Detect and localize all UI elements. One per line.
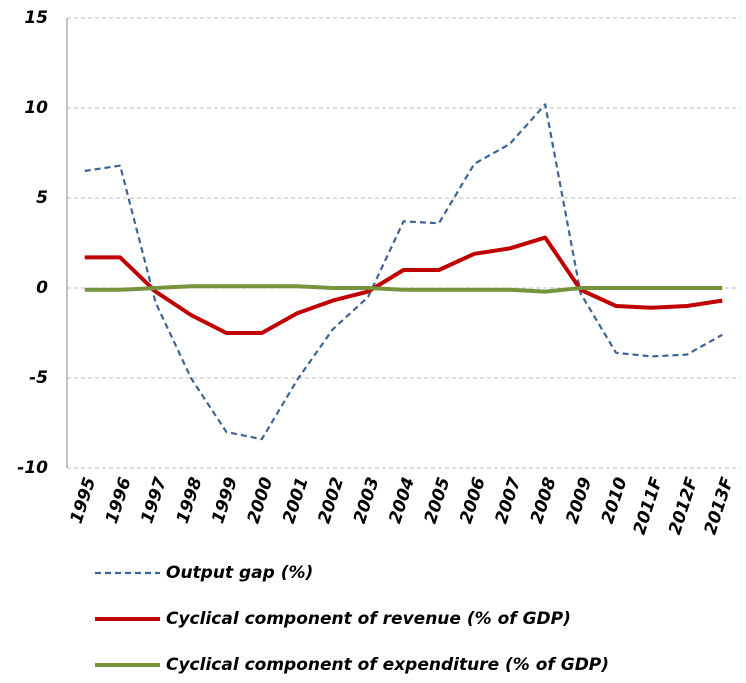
y-tick-label: 10 — [24, 98, 48, 118]
x-tick-label: 1996 — [102, 475, 136, 526]
x-tick-label: 2007 — [492, 475, 526, 526]
x-tick-label: 2009 — [562, 475, 596, 526]
series-line — [84, 103, 723, 441]
x-tick-label: 2012F — [665, 475, 702, 538]
series-line — [84, 235, 723, 335]
x-tick-label: 2006 — [456, 475, 490, 526]
x-tick-label: 2011F — [630, 475, 667, 538]
legend-label: Output gap (%) — [166, 563, 313, 583]
x-tick-label: 1999 — [208, 475, 242, 526]
y-tick-label: 0 — [36, 278, 48, 298]
x-tick-label: 1998 — [173, 475, 207, 526]
x-tick-label: 2005 — [421, 475, 455, 526]
y-tick-label: 5 — [36, 188, 48, 208]
x-tick-label: 2002 — [315, 475, 349, 526]
x-tick-label: 2008 — [527, 475, 561, 526]
x-tick-label: 2001 — [279, 475, 313, 526]
x-tick-label: 2013F — [701, 475, 738, 538]
legend-label: Cyclical component of revenue (% of GDP) — [166, 609, 571, 629]
legend-label: Cyclical component of expenditure (% of … — [166, 655, 609, 675]
x-tick-label: 2003 — [350, 475, 384, 526]
y-tick-label: 15 — [24, 8, 48, 28]
x-tick-label: 2004 — [385, 475, 419, 526]
x-tick-label: 2000 — [244, 475, 278, 526]
x-tick-label: 1995 — [67, 475, 101, 526]
y-tick-label: -5 — [29, 368, 48, 388]
x-tick-label: 2010 — [598, 475, 632, 526]
series-line — [84, 284, 723, 294]
x-tick-label: 1997 — [137, 475, 171, 526]
y-tick-label: -10 — [17, 458, 48, 478]
